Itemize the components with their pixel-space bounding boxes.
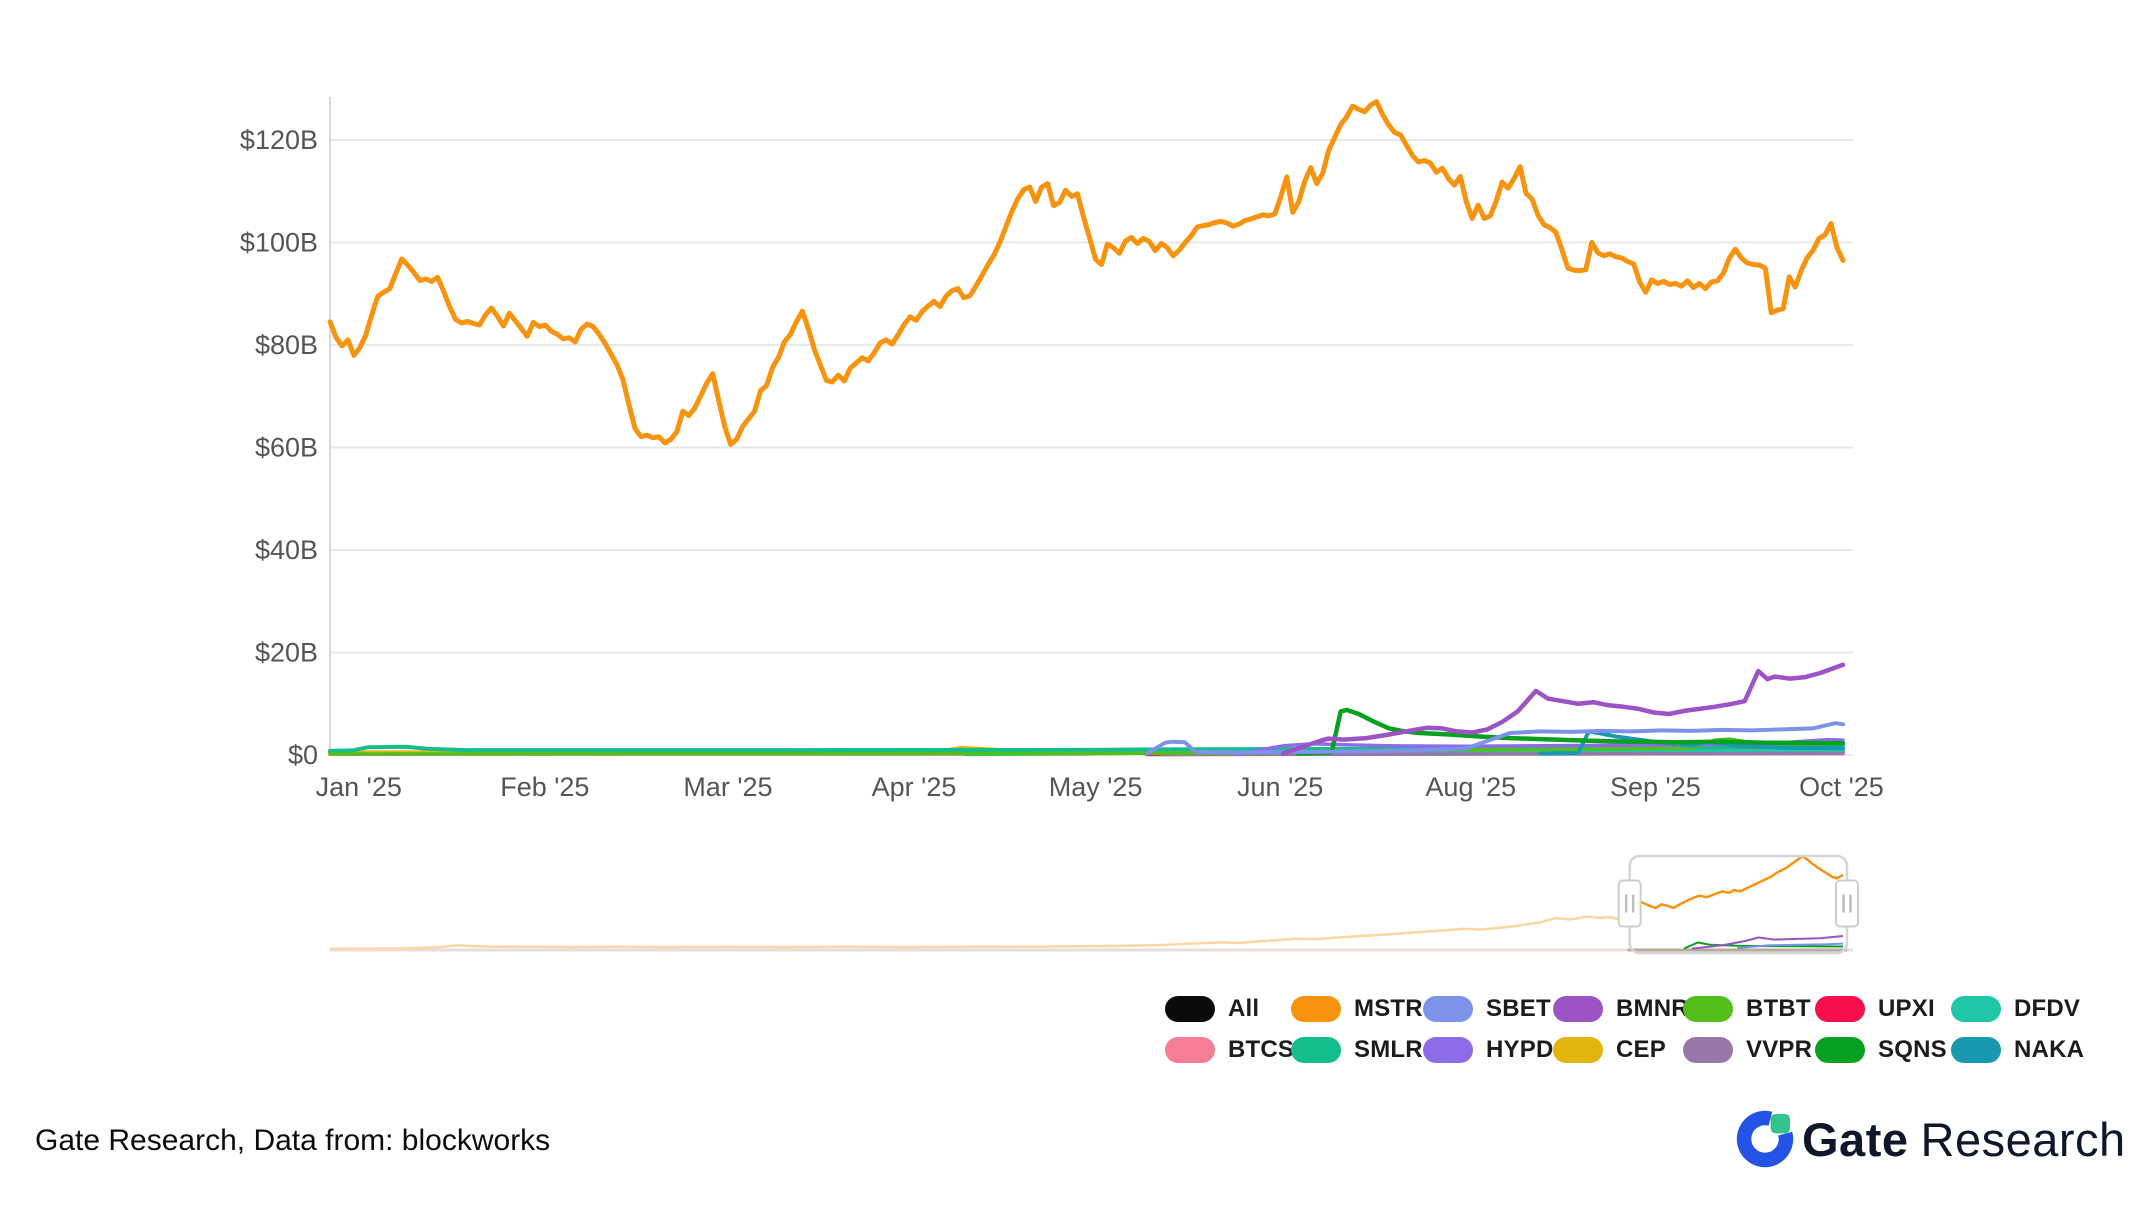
legend-label: SQNS xyxy=(1878,1035,1947,1063)
legend-item-btbt[interactable]: BTBT xyxy=(1683,995,1815,1023)
legend-label: CEP xyxy=(1616,1035,1666,1063)
legend-item-sqns[interactable]: SQNS xyxy=(1815,1036,1951,1064)
y-tick-label: $80B xyxy=(255,330,318,360)
x-tick-label: Mar '25 xyxy=(683,772,772,802)
legend-label: HYPD xyxy=(1486,1035,1554,1063)
x-tick-label: Aug '25 xyxy=(1425,772,1516,802)
brand-gate-text: Gate xyxy=(1802,1112,1909,1166)
legend-label: BTBT xyxy=(1746,994,1811,1022)
y-tick-label: $40B xyxy=(255,535,318,565)
navigator-series-bmnr xyxy=(1691,935,1844,950)
y-tick-label: $20B xyxy=(255,638,318,668)
legend-item-bmnr[interactable]: BMNR xyxy=(1553,995,1689,1023)
legend-label: All xyxy=(1228,994,1260,1022)
legend-label: MSTR xyxy=(1354,994,1423,1022)
x-tick-label: May '25 xyxy=(1049,772,1143,802)
navigator-series-sqns xyxy=(1683,941,1844,950)
legend-swatch-btcs xyxy=(1165,1036,1215,1063)
legend-swatch-dfdv xyxy=(1951,995,2001,1022)
legend-swatch-cep xyxy=(1553,1036,1603,1063)
legend-swatch-vvpr xyxy=(1683,1036,1733,1063)
legend-item-mstr[interactable]: MSTR xyxy=(1291,995,1423,1023)
legend-swatch-mstr xyxy=(1291,995,1341,1022)
x-tick-label: Oct '25 xyxy=(1799,772,1884,802)
legend-swatch-upxi xyxy=(1815,995,1865,1022)
brand-research-text: Research xyxy=(1920,1112,2126,1166)
legend-swatch-all xyxy=(1165,995,1215,1022)
x-tick-label: Jun '25 xyxy=(1237,772,1323,802)
legend-item-vvpr[interactable]: VVPR xyxy=(1683,1036,1815,1064)
legend-swatch-naka xyxy=(1951,1036,2001,1063)
legend-item-dfdv[interactable]: DFDV xyxy=(1951,995,2080,1023)
legend-item-hypd[interactable]: HYPD xyxy=(1423,1036,1553,1064)
source-note: Gate Research, Data from: blockworks xyxy=(35,1124,551,1157)
treasury-chart-canvas[interactable]: $0 $20B $40B $60B $80B $100B $120B Jan '25 Feb '… xyxy=(0,0,2140,975)
navigator-mask-left xyxy=(326,840,1628,962)
y-tick-label: $0 xyxy=(288,740,318,770)
legend-label: UPXI xyxy=(1878,994,1935,1022)
brand-logo: Gate Research xyxy=(1736,1110,2126,1168)
legend-swatch-sbet xyxy=(1423,995,1473,1022)
legend-label: SMLR xyxy=(1354,1035,1423,1063)
navigator-handle-right[interactable] xyxy=(1835,879,1859,928)
series-line-sbet[interactable] xyxy=(1145,721,1845,756)
y-tick-label: $120B xyxy=(240,125,318,155)
navigator-series-sbet xyxy=(1737,942,1844,950)
x-tick-label: Sep '25 xyxy=(1610,772,1701,802)
legend-item-smlr[interactable]: SMLR xyxy=(1291,1036,1423,1064)
legend-label: VVPR xyxy=(1746,1035,1813,1063)
legend-item-naka[interactable]: NAKA xyxy=(1951,1036,2084,1064)
legend-label: BTCS xyxy=(1228,1035,1295,1063)
legend-item-cep[interactable]: CEP xyxy=(1553,1036,1683,1064)
legend-item-btcs[interactable]: BTCS xyxy=(1165,1035,1295,1064)
legend-item-all[interactable]: All xyxy=(1165,995,1291,1023)
legend-swatch-btbt xyxy=(1683,995,1733,1022)
legend-item-upxi[interactable]: UPXI xyxy=(1815,995,1951,1023)
gate-logo-icon xyxy=(1736,1110,1794,1168)
y-tick-label: $60B xyxy=(255,433,318,463)
y-tick-label: $100B xyxy=(240,228,318,258)
legend: All MSTR SBET BMNR BTBT UPXI DFDV BTCS SMLR HYPD C… xyxy=(1165,988,2084,1070)
x-tick-label: Apr '25 xyxy=(872,772,957,802)
legend-swatch-hypd xyxy=(1423,1036,1473,1063)
series-line-sqns[interactable] xyxy=(1296,707,1846,756)
series-line-mstr[interactable] xyxy=(327,99,1846,447)
legend-label: NAKA xyxy=(2014,1035,2085,1063)
navigator-handle-left[interactable] xyxy=(1617,879,1642,928)
legend-item-sbet[interactable]: SBET xyxy=(1423,995,1553,1023)
legend-swatch-smlr xyxy=(1291,1036,1341,1063)
legend-label: SBET xyxy=(1486,994,1551,1022)
legend-swatch-bmnr xyxy=(1553,995,1603,1022)
x-tick-label: Jan '25 xyxy=(316,772,402,802)
legend-label: DFDV xyxy=(2014,994,2081,1022)
legend-swatch-sqns xyxy=(1815,1036,1865,1063)
series-line-bmnr[interactable] xyxy=(1280,662,1846,756)
legend-label: BMNR xyxy=(1616,994,1689,1022)
x-tick-label: Feb '25 xyxy=(500,772,589,802)
